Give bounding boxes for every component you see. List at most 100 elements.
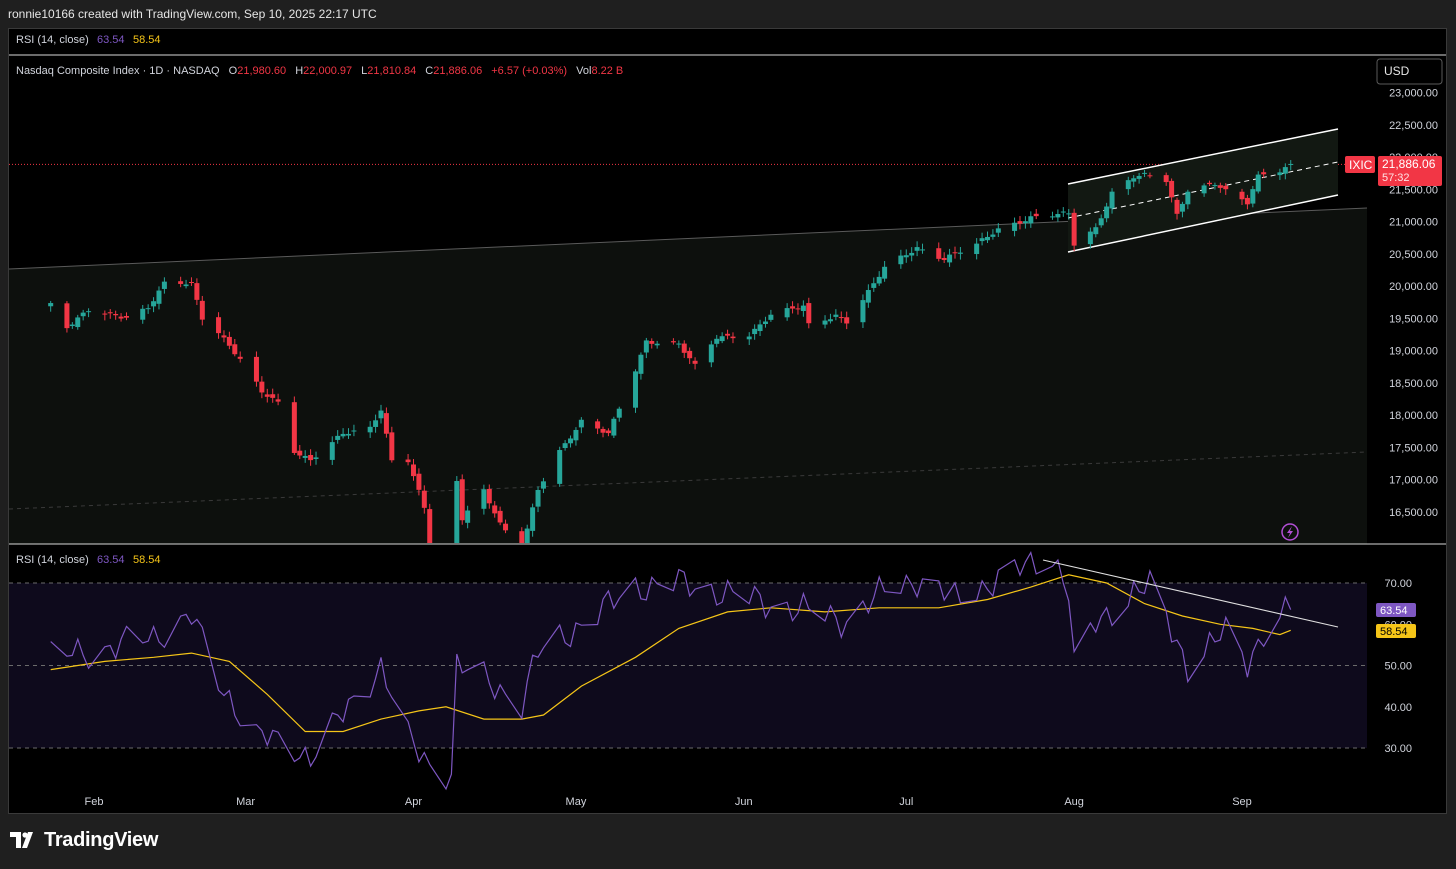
price-axis-tick: 21,500.00 [1389,184,1438,196]
price-tag-ticker: IXIC [1349,158,1373,172]
price-axis-tick: 17,000.00 [1389,475,1438,487]
candle [681,340,687,358]
candle [1288,160,1294,171]
rsi-pane-ma-value: 58.54 [133,554,161,566]
candle [990,229,996,240]
candle [947,248,953,267]
candle [1060,207,1066,217]
candle [405,454,411,466]
candle [941,252,947,263]
candle [237,351,243,363]
rsi-band-lines [9,582,1367,749]
time-axis-tick: Jul [899,796,913,808]
time-axis-tick: Mar [236,796,255,808]
rsi-pane-label: RSI (14, close) [16,554,89,566]
legend-low-label: L [361,65,367,77]
candle [654,340,660,349]
rsi-axis-tick: 30.00 [1384,743,1412,755]
candle [692,357,698,370]
candle [1131,175,1137,188]
price-tag-countdown: 57:32 [1382,172,1410,184]
currency-button[interactable]: USD [1376,58,1443,85]
candle [48,300,54,312]
price-axis-tick: 23,000.00 [1389,88,1438,100]
channel-upper-line [1067,128,1339,185]
candle [882,261,888,282]
candle [643,337,649,359]
candle [1017,216,1023,230]
candle [914,241,920,257]
rsi-axis-tick: 50.00 [1384,661,1412,673]
candle [616,406,622,422]
time-axis[interactable]: Feb Mar Apr May Jun Jul Aug Sep [85,796,1252,808]
candle [719,332,725,344]
price-pane[interactable]: 23,000.0022,500.0022,000.0021,500.0021,0… [8,88,1438,545]
candle [1217,182,1223,193]
candle [952,246,958,259]
time-axis-tick: Sep [1232,796,1252,808]
candle [600,426,606,438]
candle [984,231,990,243]
candle [427,503,433,543]
candle [540,477,546,494]
candle [340,428,346,439]
lightning-icon[interactable] [1281,523,1299,541]
candle [1055,209,1061,222]
candle [524,524,530,543]
candle [1212,182,1218,190]
candle [1109,188,1115,214]
legend-open-value: 21,980.60 [237,65,286,77]
candle [1174,197,1180,220]
rsi-ma-line [50,574,1291,733]
currency-label[interactable]: USD [1384,64,1410,78]
candle [1098,214,1104,228]
candle [313,451,319,465]
price-axis-tick: 20,500.00 [1389,249,1438,261]
candle [605,428,611,437]
candle [178,276,184,288]
chart-credit: ronnie10166 created with TradingView.com… [8,7,377,21]
rsi-axis-tick: 40.00 [1384,702,1412,714]
candle [459,474,465,525]
time-axis-tick: Apr [405,796,422,808]
legend-low-value: 21,810.84 [367,65,416,77]
candle [795,303,801,315]
candle [302,450,308,463]
legend-high-value: 22,000.97 [303,65,352,77]
candle [1239,188,1245,205]
candle [140,304,146,324]
candle [69,322,75,329]
legend-high-label: H [295,65,303,77]
candle [232,338,238,357]
price-axis[interactable]: 23,000.0022,500.0022,000.0021,500.0021,0… [1389,88,1438,519]
candle [573,427,579,446]
candle [535,486,541,513]
legend-symbol: Nasdaq Composite Index · 1D · NASDAQ [16,65,220,77]
price-axis-tick: 21,000.00 [1389,217,1438,229]
candle [346,428,352,439]
candle [259,376,265,399]
rsi-value-tags: 63.54 58.54 [1376,603,1416,638]
candle [844,311,850,330]
candle [264,388,270,403]
candle [568,435,574,448]
candle [1277,168,1283,180]
candle [1022,216,1028,229]
candle [486,484,492,509]
candle [497,506,503,526]
candle [1244,194,1250,210]
candle [1049,211,1055,220]
candle [595,418,601,435]
candle [974,238,980,260]
time-axis-tick: Feb [85,796,104,808]
candlestick-series [48,160,1294,543]
candle [351,424,357,437]
rsi-line [50,551,1292,791]
candle [1104,202,1110,223]
candle [1012,217,1018,237]
candle [1261,168,1267,178]
candle [1028,211,1034,228]
candle [1223,183,1229,195]
